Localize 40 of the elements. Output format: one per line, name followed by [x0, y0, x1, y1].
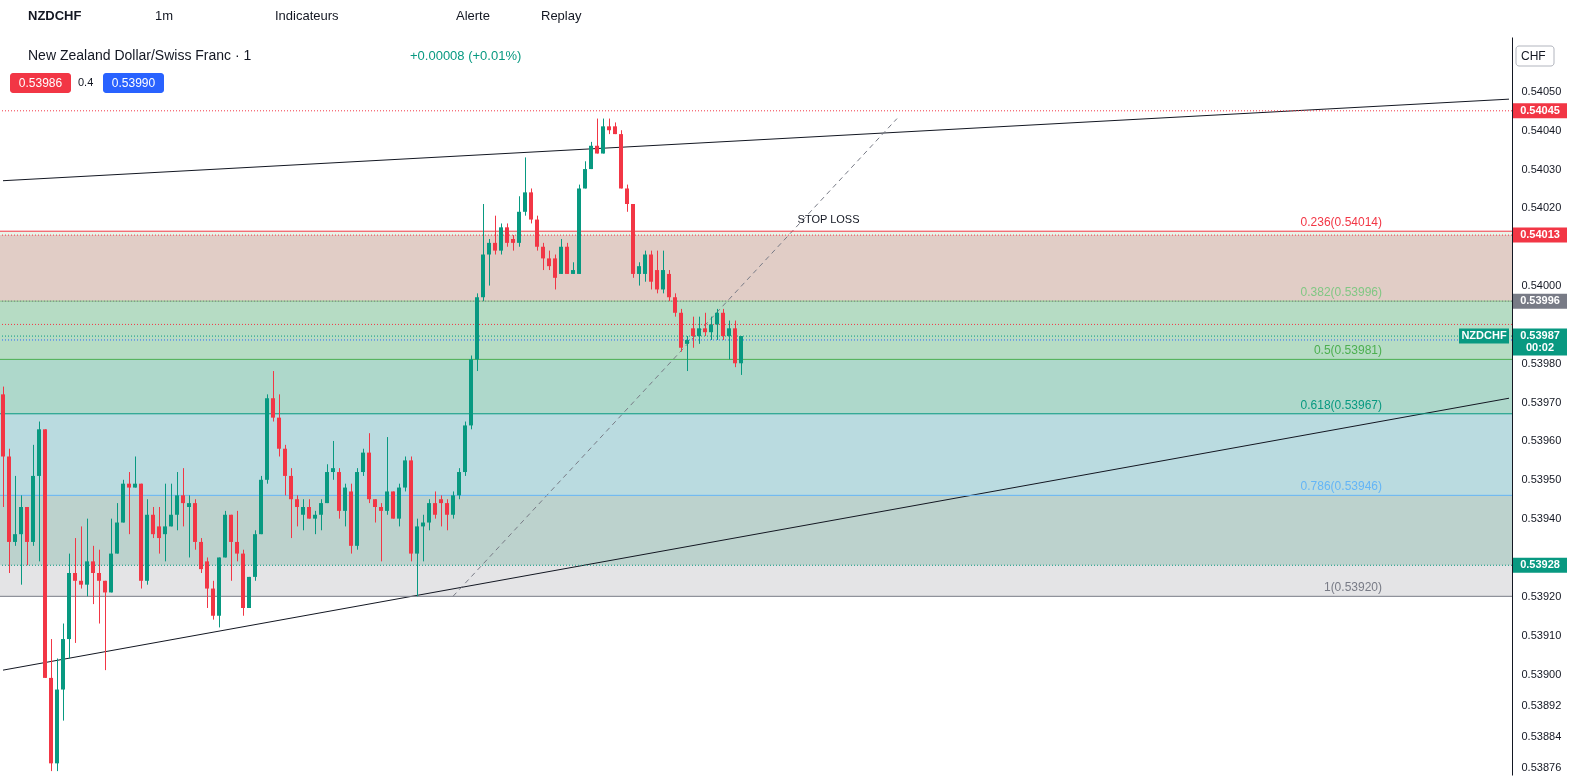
text: Indicateurs [275, 8, 340, 23]
y-tick-label: 0.53884 [1521, 729, 1562, 742]
ref-line-label: 0.53987 00:02 [1520, 329, 1560, 354]
text: NZDCHF [28, 8, 82, 23]
text: +0.00008 (+0.01%) [410, 48, 522, 63]
ref-line-label: 0.53996 [1520, 294, 1560, 307]
ref-line-label: 0.53928 [1520, 558, 1560, 571]
y-tick-label: 0.54000 [1521, 279, 1562, 292]
text: Alerte [456, 8, 490, 23]
ref-line-label: 1(0.53920) [1323, 580, 1382, 595]
ref-line-label: 0.5(0.53981) [1313, 343, 1382, 358]
y-tick-label: 0.53892 [1521, 698, 1562, 711]
y-tick-label: 0.53960 [1521, 434, 1562, 447]
ref-line-label: 0.382(0.53996) [1300, 285, 1382, 300]
annotation: 0.4 [78, 76, 94, 88]
y-tick-label: 0.53920 [1521, 589, 1562, 602]
y-tick-label: 0.53940 [1521, 512, 1562, 525]
annotation: 0.53986 [18, 76, 63, 90]
annotation: STOP LOSS [797, 213, 860, 226]
y-tick-label: 0.53970 [1521, 395, 1562, 408]
text: CHF [1521, 49, 1546, 63]
ref-line-label: 0.786(0.53946) [1300, 479, 1382, 494]
y-tick-label: 0.54040 [1521, 123, 1562, 136]
y-tick-label: 0.53876 [1521, 760, 1562, 773]
y-tick-label: 0.53980 [1521, 356, 1562, 369]
y-tick-label: 0.53950 [1521, 473, 1562, 486]
ref-line-label: 0.618(0.53967) [1300, 397, 1382, 412]
text: New Zealand Dollar/Swiss Franc · 1 [28, 47, 252, 63]
y-tick-label: 0.54030 [1521, 162, 1562, 175]
y-tick-label: 0.54050 [1521, 84, 1562, 97]
y-tick-label: 0.53900 [1521, 667, 1562, 680]
text: NZDCHF [1461, 329, 1507, 342]
text: Replay [541, 8, 582, 23]
text: 1m [155, 8, 174, 23]
ref-line-label: 0.54045 [1520, 103, 1560, 116]
ref-line-label: 0.54013 [1520, 228, 1560, 241]
y-tick-label: 0.54020 [1521, 201, 1562, 214]
annotation: 0.53990 [111, 76, 156, 90]
y-tick-label: 0.53910 [1521, 628, 1562, 641]
ref-line-label: 0.236(0.54014) [1300, 215, 1382, 230]
